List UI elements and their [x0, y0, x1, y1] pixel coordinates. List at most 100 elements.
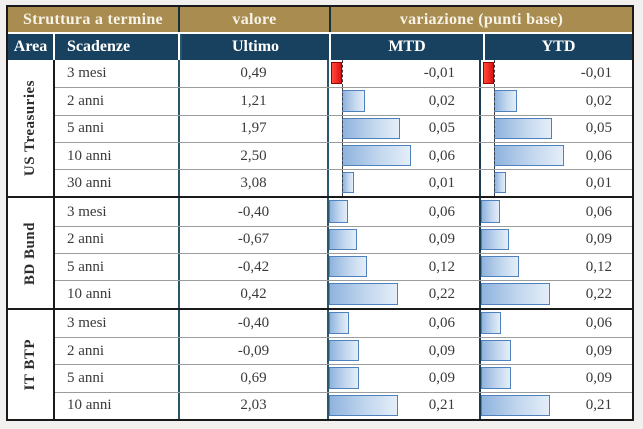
ytd-value: 0,02 — [585, 92, 612, 109]
header-divider — [178, 7, 180, 32]
cell-mtd-bar: 0,09 — [327, 337, 479, 365]
mtd-value: 0,06 — [428, 314, 455, 331]
header-group-struttura: Struttura a termine — [8, 7, 178, 32]
table-row: 3 mesi -0,40 0,06 0,06 — [55, 198, 632, 226]
cell-scadenza: 3 mesi — [67, 314, 107, 331]
mtd-value: 0,05 — [428, 120, 455, 137]
data-bar — [481, 339, 511, 362]
header-group-row: Struttura a termine valore variazione (p… — [8, 7, 632, 32]
header-gap — [8, 32, 632, 34]
mtd-value: 0,09 — [428, 342, 455, 359]
cell-ultimo: -0,40 — [178, 198, 327, 226]
header-column-row: Area Scadenze Ultimo MTD YTD — [8, 34, 632, 60]
cell-mtd-bar: 0,01 — [327, 170, 479, 197]
mtd-value: 0,12 — [428, 258, 455, 275]
column-header-mtd: MTD — [331, 34, 483, 60]
table-row: 10 anni 0,42 0,22 0,22 — [55, 280, 632, 308]
mtd-value: -0,01 — [423, 65, 455, 82]
cell-ytd-bar: 0,05 — [479, 115, 632, 142]
data-bar — [329, 394, 398, 416]
data-bar — [481, 283, 551, 305]
cell-mtd-bar: 0,12 — [327, 254, 479, 281]
ytd-value: 0,22 — [585, 286, 612, 303]
cell-ultimo: 2,03 — [178, 392, 327, 419]
area-cell: US Treasuries — [8, 60, 55, 197]
negative-data-bar — [482, 62, 495, 85]
table-row: 5 anni -0,42 0,12 0,12 — [55, 253, 632, 281]
ytd-value: 0,09 — [585, 369, 612, 386]
cell-ultimo: -0,09 — [178, 337, 327, 365]
cell-mtd-bar: -0,01 — [327, 60, 479, 88]
zero-axis-line — [342, 88, 343, 115]
data-bar — [329, 311, 349, 334]
cell-ytd-bar: 0,12 — [479, 254, 632, 281]
data-bar — [481, 394, 551, 416]
ytd-value: 0,06 — [585, 314, 612, 331]
cell-scadenza: 2 anni — [67, 92, 105, 109]
header-divider — [483, 34, 485, 60]
data-bar — [481, 367, 511, 389]
cell-scadenza: 5 anni — [67, 120, 105, 137]
area-cell: BD Bund — [8, 198, 55, 308]
ytd-value: 0,09 — [585, 342, 612, 359]
cell-ultimo: -0,67 — [178, 226, 327, 254]
table-row: 2 anni -0,67 0,09 0,09 — [55, 225, 632, 254]
cell-ytd-bar: 0,06 — [479, 142, 632, 170]
section-rows: 3 mesi 0,49 -0,01 -0,01 2 anni 1,21 0,02… — [55, 60, 632, 197]
cell-scadenza: 3 mesi — [67, 65, 107, 82]
ytd-value: 0,06 — [585, 147, 612, 164]
ytd-value: 0,12 — [585, 258, 612, 275]
cell-mtd-bar: 0,09 — [327, 365, 479, 392]
header-divider — [329, 34, 331, 60]
cell-ytd-bar: 0,06 — [479, 198, 632, 226]
mtd-value: 0,09 — [428, 369, 455, 386]
cell-mtd-bar: 0,09 — [327, 226, 479, 254]
cell-ultimo: 0,49 — [178, 60, 327, 88]
data-bar — [342, 172, 354, 194]
data-bar — [481, 311, 501, 334]
mtd-value: 0,09 — [428, 231, 455, 248]
cell-ytd-bar: 0,09 — [479, 337, 632, 365]
header-group-variazione: variazione (punti base) — [331, 7, 632, 32]
cell-scadenza: 10 anni — [67, 147, 112, 164]
cell-ultimo: -0,40 — [178, 309, 327, 337]
cell-scadenza: 2 anni — [67, 231, 105, 248]
ytd-value: 0,06 — [585, 203, 612, 220]
data-bar — [494, 144, 564, 167]
mtd-value: 0,22 — [428, 286, 455, 303]
section-us-treasuries: US Treasuries 3 mesi 0,49 -0,01 -0,01 2 … — [8, 60, 632, 197]
ytd-value: -0,01 — [580, 65, 612, 82]
cell-ultimo: 2,50 — [178, 142, 327, 170]
zero-axis-line — [342, 60, 343, 88]
column-header-ultimo: Ultimo — [180, 34, 329, 60]
area-cell: IT BTP — [8, 309, 55, 419]
cell-mtd-bar: 0,06 — [327, 198, 479, 226]
cell-scadenza: 5 anni — [67, 258, 105, 275]
cell-ytd-bar: -0,01 — [479, 60, 632, 88]
column-header-ytd: YTD — [485, 34, 632, 60]
cell-ytd-bar: 0,09 — [479, 365, 632, 392]
cell-scadenza: 10 anni — [67, 397, 112, 414]
table-row: 2 anni 1,21 0,02 0,02 — [55, 87, 632, 115]
cell-scadenza: 2 anni — [67, 342, 105, 359]
table-body: US Treasuries 3 mesi 0,49 -0,01 -0,01 2 … — [8, 60, 632, 419]
data-bar — [329, 339, 359, 362]
zero-axis-line — [494, 115, 496, 142]
term-structure-table: Struttura a termine valore variazione (p… — [6, 5, 634, 421]
cell-mtd-bar: 0,06 — [327, 142, 479, 170]
cell-ultimo: 1,97 — [178, 115, 327, 142]
zero-axis-line — [494, 170, 496, 197]
data-bar — [329, 256, 367, 278]
table-row: 3 mesi -0,40 0,06 0,06 — [55, 309, 632, 337]
table-row: 2 anni -0,09 0,09 0,09 — [55, 336, 632, 365]
zero-axis-line — [342, 142, 343, 170]
mtd-value: 0,01 — [428, 174, 455, 191]
section-bd-bund: BD Bund 3 mesi -0,40 0,06 0,06 2 anni -0… — [8, 196, 632, 308]
cell-ytd-bar: 0,09 — [479, 226, 632, 254]
section-rows: 3 mesi -0,40 0,06 0,06 2 anni -0,09 0,09… — [55, 309, 632, 419]
mtd-value: 0,21 — [428, 397, 455, 414]
section-rows: 3 mesi -0,40 0,06 0,06 2 anni -0,67 0,09… — [55, 198, 632, 308]
cell-scadenza: 3 mesi — [67, 203, 107, 220]
header-divider — [178, 34, 180, 60]
